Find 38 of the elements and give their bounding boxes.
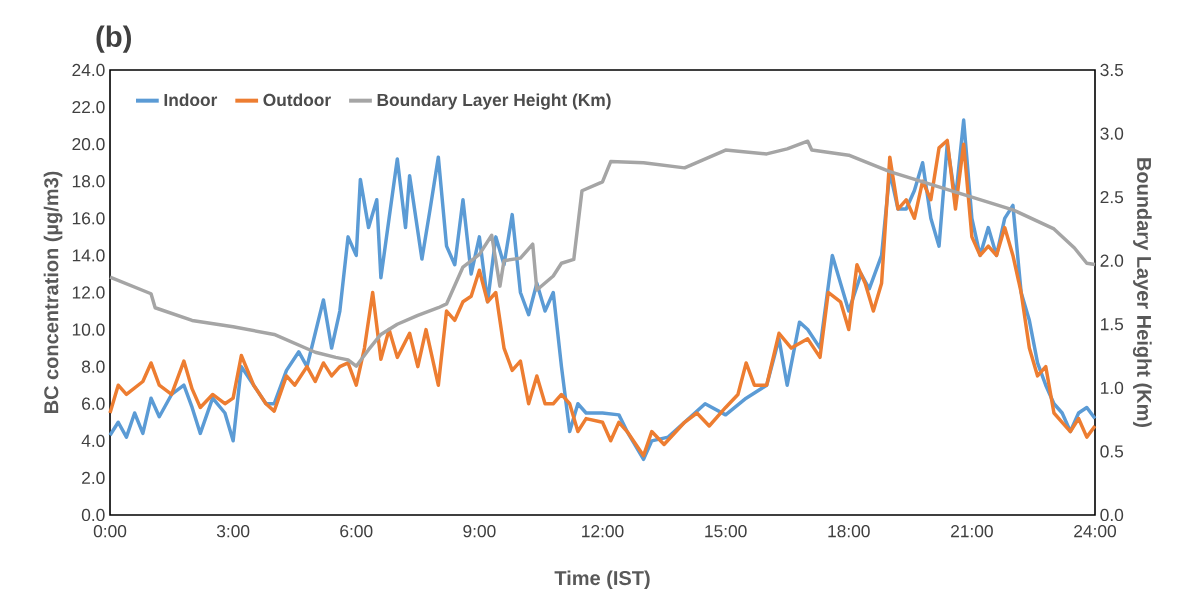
x-axis-title: Time (IST) [554,570,650,590]
x-tick-label: 21:00 [951,525,993,538]
y-tick-label: 20.0 [72,138,105,151]
y2-tick-label: 1.5 [1101,318,1124,331]
x-tick-label: 18:00 [828,525,870,538]
x-tick-label: 3:00 [216,525,250,538]
legend-label: Outdoor [263,93,331,107]
y2-tick-label: 1.0 [1101,381,1124,394]
y2-tick-label: 0.0 [1100,508,1124,522]
y2-tick-label: 3.0 [1100,127,1124,140]
y-tick-label: 18.0 [72,175,105,188]
y-tick-label: 2.0 [82,471,105,485]
legend-label: Boundary Layer Height (Km) [377,93,611,110]
y2-tick-label: 2.5 [1100,190,1124,204]
y-tick-label: 8.0 [81,360,105,373]
x-tick-label: 9:00 [463,525,496,538]
x-tick-label: 6:00 [340,525,373,538]
chart-title: (b) [96,25,132,53]
y2-tick-label: 3.5 [1100,63,1124,77]
line-series [108,139,1097,368]
x-tick-label: 0:00 [93,525,127,538]
y-tick-label: 14.0 [72,249,105,262]
y-tick-label: 22.0 [72,100,105,114]
y-tick-label: 12.0 [72,286,105,299]
y2-tick-label: 2.0 [1100,254,1124,267]
x-tick-label: 24:00 [1074,525,1117,538]
y2-tick-label: 0.5 [1100,445,1124,458]
legend-label: Indoor [164,93,218,107]
y2-axis-title: Boundary Layer Height (Km) [1132,158,1152,428]
y-tick-label: 6.0 [82,397,105,410]
y-tick-label: 4.0 [81,434,105,447]
x-tick-label: 15:00 [705,525,747,538]
y-tick-label: 24.0 [72,63,105,77]
y-tick-label: 16.0 [72,212,105,225]
x-tick-label: 12:00 [582,525,624,538]
y-axis-title: BC concentration (µg/m3) [43,171,63,414]
y-tick-label: 10.0 [72,323,105,336]
y-tick-label: 0.0 [81,508,105,522]
